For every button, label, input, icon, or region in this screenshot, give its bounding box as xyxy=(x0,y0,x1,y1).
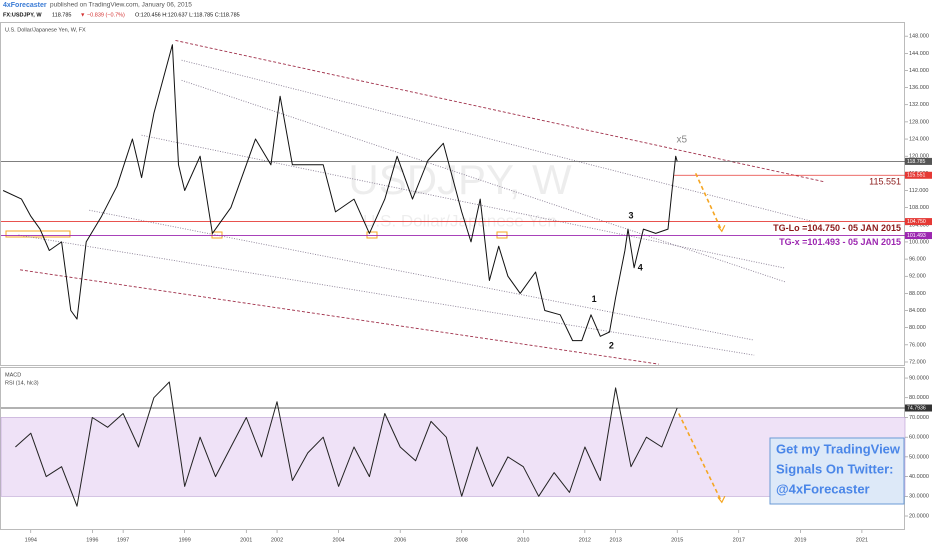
level-note: TG-x =101.493 - 05 JAN 2015 xyxy=(779,237,901,247)
arrow-head xyxy=(717,495,726,504)
x-tick-label: 2013 xyxy=(610,537,622,543)
y-tick-label: 80.000 xyxy=(909,325,926,331)
trendline xyxy=(141,134,786,269)
y-tick-label: 92.000 xyxy=(909,274,926,280)
y-tick-label: 128.000 xyxy=(909,119,929,125)
level-tag-label: 74.7936 xyxy=(907,405,926,411)
y-tick-label: 124.000 xyxy=(909,137,929,143)
change: ▼ −0.839 (−0.7%) xyxy=(80,12,125,18)
y-tick-label: 90.0000 xyxy=(909,375,929,381)
x-tick-label: 1999 xyxy=(179,537,191,543)
y-tick-label: 40.0000 xyxy=(909,474,929,480)
pane-subtitle: RSI (14, hlc3) xyxy=(5,380,39,386)
y-tick-label: 72.000 xyxy=(909,359,926,365)
x-tick-label: 2015 xyxy=(671,537,683,543)
support-box xyxy=(496,231,508,239)
x-tick-label: 2008 xyxy=(456,537,468,543)
watermark-sub: U.S. Dollar/Japanese Yen xyxy=(363,211,557,230)
y-tick-label: 96.000 xyxy=(909,257,926,263)
promo-line: Get my TradingView xyxy=(776,441,901,456)
promo-box xyxy=(769,437,905,505)
y-tick-label: 20.0000 xyxy=(909,513,929,519)
x-tick-label: 2010 xyxy=(517,537,529,543)
price-line xyxy=(15,381,678,507)
wave-label: 2 xyxy=(609,341,614,351)
y-tick-label: 50.0000 xyxy=(909,454,929,460)
symbol: FX:USDJPY, W xyxy=(3,12,42,18)
y-tick-label: 80.0000 xyxy=(909,395,929,401)
arrow-head xyxy=(717,224,726,233)
x-tick-label: 1997 xyxy=(117,537,129,543)
x-tick-label: 1994 xyxy=(25,537,37,543)
y-tick-label: 148.000 xyxy=(909,34,929,40)
y-tick-label: 70.0000 xyxy=(909,415,929,421)
ohlc: O:120.456 H:120.637 L:118.785 C:118.785 xyxy=(135,12,240,18)
promo-line[interactable]: @4xForecaster xyxy=(776,481,870,496)
wave-label: 3 xyxy=(629,211,634,221)
y-tick-label: 112.000 xyxy=(909,188,928,194)
y-tick-label: 100.000 xyxy=(909,239,929,245)
support-box xyxy=(366,231,378,239)
level-tag xyxy=(905,171,932,179)
trendline xyxy=(175,39,826,183)
wave-label: 1 xyxy=(592,294,597,304)
x-tick-label: 2021 xyxy=(856,537,868,543)
x-tick-label: 2019 xyxy=(794,537,806,543)
rsi-band xyxy=(0,417,906,497)
x-tick-label: 1996 xyxy=(86,537,98,543)
level-tag xyxy=(905,157,932,165)
promo-line: Signals On Twitter: xyxy=(776,461,894,476)
trendline xyxy=(181,79,786,283)
projection-arrow xyxy=(678,413,723,503)
y-tick-label: 120.000 xyxy=(909,154,929,160)
price-pane xyxy=(0,22,905,366)
pane-title: MACD xyxy=(5,372,21,378)
watermark: USDJPY, W xyxy=(348,156,572,203)
y-tick-label: 108.000 xyxy=(909,205,929,211)
x-tick-label: 2012 xyxy=(579,537,591,543)
level-tag-label: 115.551 xyxy=(907,173,925,179)
y-tick-label: 104.000 xyxy=(909,222,929,228)
x-tick-label: 2006 xyxy=(394,537,406,543)
trendline xyxy=(181,59,816,223)
y-tick-label: 76.000 xyxy=(909,342,926,348)
y-tick-label: 84.000 xyxy=(909,308,926,314)
x-tick-label: 2002 xyxy=(271,537,283,543)
y-tick-label: 136.000 xyxy=(909,85,929,91)
y-tick-label: 88.000 xyxy=(909,291,926,297)
wave-label: 4 xyxy=(638,262,643,272)
projection-arrow xyxy=(694,173,723,232)
trendline xyxy=(18,234,755,356)
level-tag-label: 101.493 xyxy=(907,233,926,239)
y-tick-label: 144.000 xyxy=(909,51,929,57)
level-tag xyxy=(905,232,932,240)
support-box xyxy=(5,230,71,238)
level-note: TG-Lo =104.750 - 05 JAN 2015 xyxy=(773,223,901,233)
level-note: 115.551 xyxy=(869,177,901,187)
y-tick-label: 132.000 xyxy=(909,102,929,108)
trendline xyxy=(89,209,755,341)
last-price: 118.785 xyxy=(52,12,71,18)
publisher[interactable]: 4xForecaster xyxy=(3,2,47,9)
level-tag xyxy=(905,404,932,412)
level-tag-label: 104.750 xyxy=(907,219,926,225)
level-tag xyxy=(905,218,932,226)
y-tick-label: 60.0000 xyxy=(909,435,929,441)
level-tag-label: 118.785 xyxy=(907,159,925,165)
x-tick-label: 2001 xyxy=(240,537,252,543)
y-tick-label: 30.0000 xyxy=(909,494,929,500)
support-box xyxy=(211,231,223,239)
x-tick-label: 2004 xyxy=(332,537,344,543)
y-tick-label: 140.000 xyxy=(909,68,929,74)
pane-title: U.S. Dollar/Japanese Yen, W, FX xyxy=(5,27,86,33)
published: published on TradingView.com, January 06… xyxy=(50,2,192,9)
price-line xyxy=(2,44,678,342)
x-tick-label: 2017 xyxy=(733,537,745,543)
trendline xyxy=(19,269,659,365)
wave-label: x5 xyxy=(677,135,688,146)
